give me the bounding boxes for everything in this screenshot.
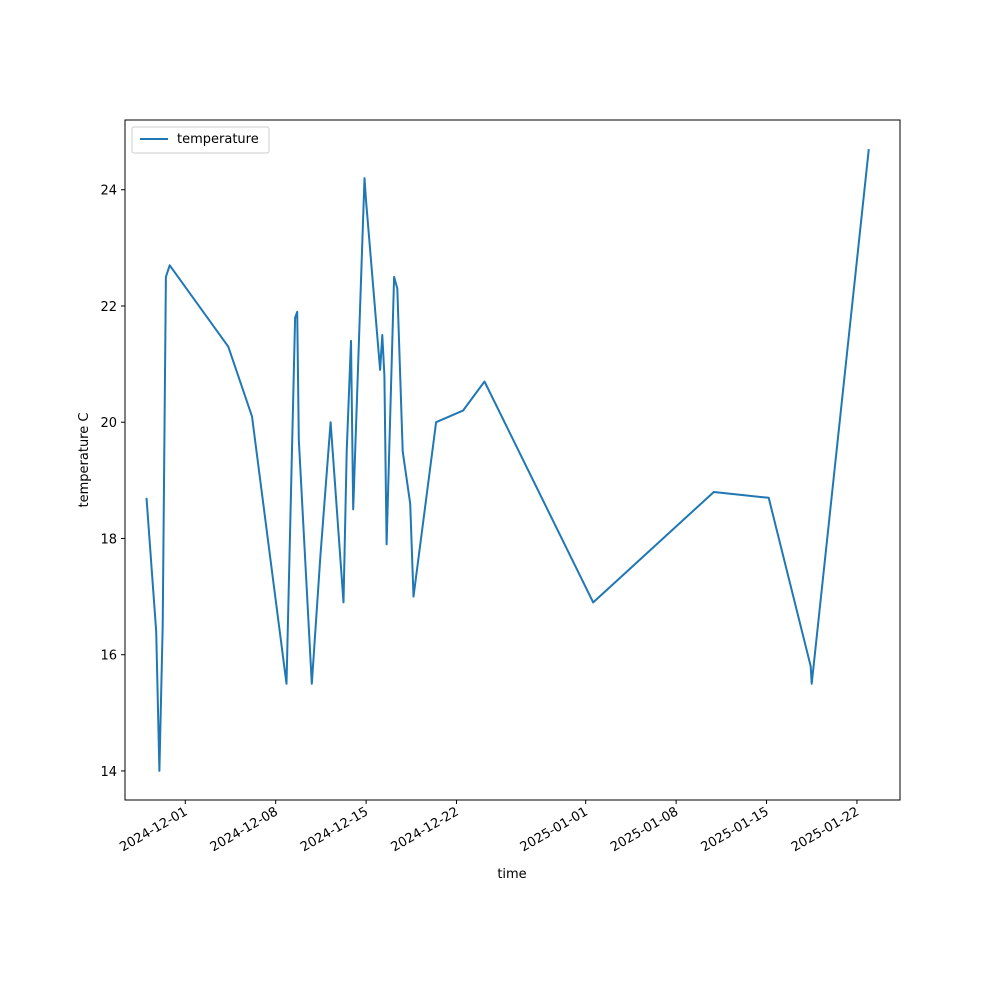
x-tick-label: 2024-12-08 xyxy=(208,804,281,855)
axes: 14 16 18 20 22 24 2024-12-01 2024-12-08 2024-12-… xyxy=(100,119,901,855)
x-tick-label: 2024-12-15 xyxy=(298,804,371,855)
plot-area xyxy=(145,148,870,772)
legend: temperature xyxy=(131,126,270,154)
series-line-temperature xyxy=(145,148,870,772)
y-tick-label: 18 xyxy=(100,532,117,547)
x-tick-label: 2025-01-22 xyxy=(789,804,862,855)
x-tick-label: 2025-01-01 xyxy=(518,804,591,855)
y-tick-label: 16 xyxy=(100,649,117,664)
plot-frame xyxy=(124,119,901,801)
x-tick-label: 2024-12-22 xyxy=(389,804,462,855)
y-axis-label: temperature C xyxy=(77,413,92,508)
y-tick-label: 22 xyxy=(100,300,117,315)
x-tick-label: 2024-12-01 xyxy=(117,804,190,855)
y-tick-label: 14 xyxy=(100,765,117,780)
x-tick-label: 2025-01-15 xyxy=(699,804,772,855)
x-tick-label: 2025-01-08 xyxy=(608,804,681,855)
legend-box xyxy=(131,126,270,154)
x-axis-label: time xyxy=(497,867,526,882)
y-tick-label: 24 xyxy=(100,184,117,199)
y-tick-label: 20 xyxy=(100,416,117,431)
legend-entry-temperature: temperature xyxy=(177,132,259,147)
